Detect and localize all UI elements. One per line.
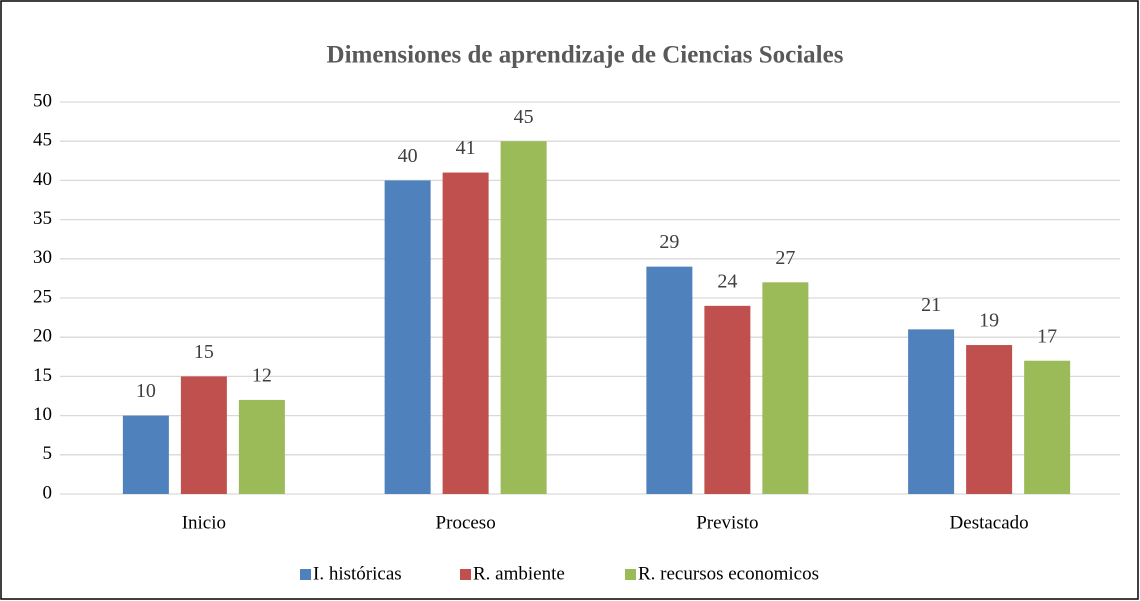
x-tick-label: Proceso bbox=[436, 512, 496, 533]
bar bbox=[908, 329, 955, 494]
data-label: 15 bbox=[194, 341, 214, 363]
y-tick-label: 5 bbox=[43, 443, 53, 464]
y-tick-label: 30 bbox=[33, 247, 52, 268]
data-label: 27 bbox=[775, 247, 795, 269]
y-tick-label: 40 bbox=[33, 169, 52, 190]
bar bbox=[384, 180, 431, 494]
legend-swatch bbox=[300, 569, 311, 580]
bar bbox=[1024, 360, 1071, 494]
y-tick-label: 15 bbox=[33, 365, 52, 386]
data-label: 19 bbox=[979, 310, 999, 332]
x-tick-label: Inicio bbox=[182, 512, 226, 533]
data-label: 45 bbox=[514, 106, 534, 128]
chart-title: Dimensiones de aprendizaje de Ciencias S… bbox=[327, 42, 844, 69]
data-label: 12 bbox=[252, 365, 272, 387]
bar bbox=[238, 399, 285, 494]
bar bbox=[180, 376, 227, 494]
legend-label: R. recursos economicos bbox=[638, 563, 819, 584]
data-label: 40 bbox=[398, 145, 418, 167]
legend-swatch bbox=[625, 569, 636, 580]
bar bbox=[442, 172, 489, 494]
data-label: 29 bbox=[659, 231, 679, 253]
legend-label: I. históricas bbox=[313, 563, 402, 584]
bar bbox=[646, 266, 693, 494]
y-tick-label: 45 bbox=[33, 130, 52, 151]
y-tick-label: 20 bbox=[33, 326, 52, 347]
data-label: 10 bbox=[136, 380, 156, 402]
legend-label: R. ambiente bbox=[473, 563, 565, 584]
bar bbox=[500, 141, 547, 494]
bar bbox=[762, 282, 809, 494]
data-label: 24 bbox=[717, 270, 737, 292]
x-tick-label: Previsto bbox=[696, 512, 758, 533]
y-tick-label: 35 bbox=[33, 208, 52, 229]
y-tick-label: 50 bbox=[33, 90, 52, 111]
data-label: 41 bbox=[456, 137, 476, 159]
x-tick-label: Destacado bbox=[950, 512, 1029, 533]
y-tick-label: 25 bbox=[33, 286, 52, 307]
bar bbox=[122, 415, 169, 494]
bar bbox=[966, 345, 1013, 494]
data-label: 21 bbox=[921, 294, 941, 316]
legend-swatch bbox=[460, 569, 471, 580]
y-tick-label: 0 bbox=[43, 482, 53, 503]
data-label: 17 bbox=[1037, 325, 1057, 347]
y-tick-label: 10 bbox=[33, 404, 52, 425]
bar bbox=[704, 305, 751, 494]
